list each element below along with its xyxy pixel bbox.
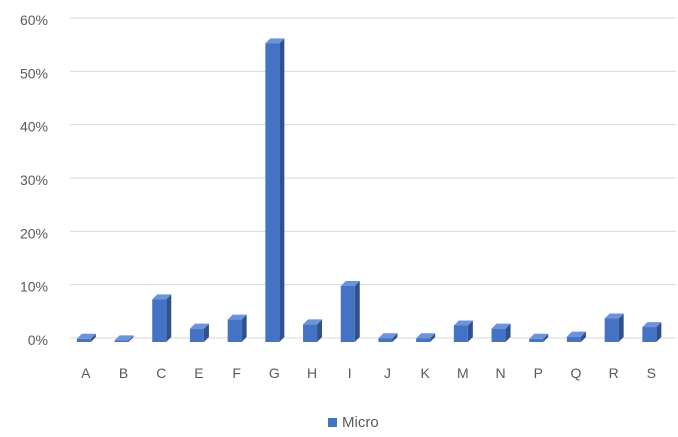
bar-front-face <box>491 328 506 342</box>
y-tick-label: 30% <box>20 172 48 188</box>
bar-top-face <box>566 331 586 337</box>
bar-front-face <box>76 338 91 342</box>
bar-top-face <box>189 323 209 329</box>
x-tick-label: R <box>609 365 619 381</box>
bar-E <box>189 323 209 342</box>
bar-side-face <box>505 323 511 342</box>
bar-front-face <box>189 328 204 342</box>
x-tick-label: P <box>534 365 543 381</box>
bar-front-face <box>303 324 318 342</box>
bar-front-face <box>114 340 129 342</box>
x-tick-label: A <box>81 365 91 381</box>
bar-R <box>604 313 624 342</box>
y-axis-tick-labels: 0% 10% 20% 30% 40% 50% 60% <box>20 12 48 348</box>
x-tick-label: J <box>384 365 391 381</box>
bar-front-face <box>152 299 167 342</box>
bar-front-face <box>340 286 355 342</box>
bar-I <box>340 281 360 342</box>
bar-side-face <box>430 333 436 342</box>
bar-front-face <box>453 325 468 342</box>
bar-top-face <box>529 333 549 339</box>
x-tick-label: I <box>348 365 352 381</box>
bar-top-face <box>491 323 511 329</box>
bar-top-face <box>378 333 398 339</box>
bar-J <box>378 333 398 342</box>
bar-top-face <box>76 333 96 339</box>
x-tick-label: B <box>119 365 128 381</box>
bar-side-face <box>128 335 134 342</box>
bar-top-face <box>265 38 285 44</box>
bar-H <box>303 319 323 342</box>
bar-top-face <box>114 335 134 341</box>
y-tick-label: 50% <box>20 65 48 81</box>
bar-K <box>416 333 436 342</box>
bar-front-face <box>604 318 619 342</box>
x-tick-label: N <box>495 365 505 381</box>
x-tick-label: S <box>647 365 656 381</box>
bar-side-face <box>656 322 662 342</box>
bar-front-face <box>566 336 581 342</box>
bar-front-face <box>378 338 393 342</box>
x-tick-label: M <box>457 365 469 381</box>
bar-A <box>76 333 96 342</box>
bar-Q <box>566 331 586 342</box>
bar-S <box>642 322 662 342</box>
x-tick-label: F <box>232 365 241 381</box>
bar-side-face <box>90 333 96 342</box>
bar-side-face <box>354 281 360 342</box>
bar-side-face <box>241 314 247 342</box>
bar-side-face <box>166 294 172 342</box>
bar-top-face <box>340 281 360 286</box>
bar-front-face <box>642 327 657 342</box>
bar-side-face <box>543 333 549 342</box>
bar-side-face <box>580 331 586 342</box>
x-tick-label: K <box>420 365 430 381</box>
bar-P <box>529 333 549 342</box>
bar-top-face <box>416 333 436 339</box>
bar-B <box>114 335 134 342</box>
legend-swatch <box>328 418 337 427</box>
bar-C <box>152 294 172 342</box>
bar-G <box>265 38 285 342</box>
bar-top-face <box>227 314 247 320</box>
bar-F <box>227 314 247 342</box>
bar-front-face <box>227 319 242 342</box>
x-tick-label: C <box>156 365 166 381</box>
bar-side-face <box>317 319 323 342</box>
bar-side-face <box>467 320 473 342</box>
y-tick-label: 40% <box>20 119 48 135</box>
y-tick-label: 10% <box>20 279 48 295</box>
x-tick-label: G <box>269 365 280 381</box>
bar-N <box>491 323 511 342</box>
legend-label: Micro <box>342 414 379 431</box>
x-tick-label: H <box>307 365 317 381</box>
bar-front-face <box>265 43 280 342</box>
legend: Micro <box>328 414 379 431</box>
bar-top-face <box>303 319 323 325</box>
bar-front-face <box>416 338 431 342</box>
bars <box>76 38 662 342</box>
bar-top-face <box>152 294 172 300</box>
bar-top-face <box>604 313 624 319</box>
gridlines <box>70 17 676 339</box>
bar-front-face <box>529 338 544 342</box>
bar-side-face <box>203 323 209 342</box>
y-tick-label: 0% <box>28 332 48 348</box>
bar-top-face <box>642 322 662 328</box>
x-tick-label: E <box>194 365 203 381</box>
bar-top-face <box>453 320 473 326</box>
bar-side-face <box>618 313 624 342</box>
y-tick-label: 60% <box>20 12 48 28</box>
bar-side-face <box>279 38 285 342</box>
bar-M <box>453 320 473 342</box>
x-tick-label: Q <box>571 365 582 381</box>
y-tick-label: 20% <box>20 225 48 241</box>
bar-side-face <box>392 333 398 342</box>
